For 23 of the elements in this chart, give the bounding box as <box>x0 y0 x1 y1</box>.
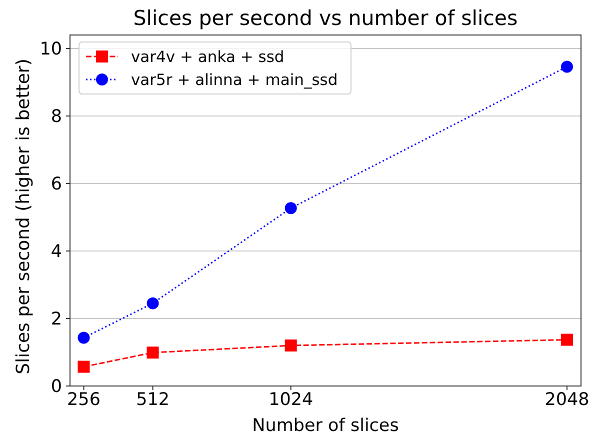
x-tick-label: 2048 <box>544 390 590 410</box>
y-axis-title: Slices per second (higher is better) <box>13 58 34 374</box>
legend-label: var5r + alinna + main_ssd <box>131 70 338 89</box>
x-tick-label: 1024 <box>268 390 314 410</box>
point <box>284 202 297 214</box>
point <box>146 346 159 359</box>
point <box>78 332 90 344</box>
legend-label: var4v + anka + ssd <box>131 48 284 66</box>
point <box>146 297 159 310</box>
x-tick-label: 256 <box>67 390 100 410</box>
x-tick-label: 512 <box>136 390 170 410</box>
y-tick-label: 2 <box>50 310 62 330</box>
y-tick-label: 6 <box>50 174 62 195</box>
point <box>560 60 573 73</box>
y-tick-label: 8 <box>50 107 62 128</box>
y-tick-label: 10 <box>40 40 62 60</box>
x-axis-title: Number of slices <box>252 416 399 435</box>
point <box>284 340 297 352</box>
point <box>560 334 573 346</box>
y-tick-label: 4 <box>50 242 62 262</box>
point <box>78 360 90 373</box>
y-tick-label: 0 <box>50 377 62 398</box>
chart-title: Slices per second vs number of slices <box>133 6 518 30</box>
